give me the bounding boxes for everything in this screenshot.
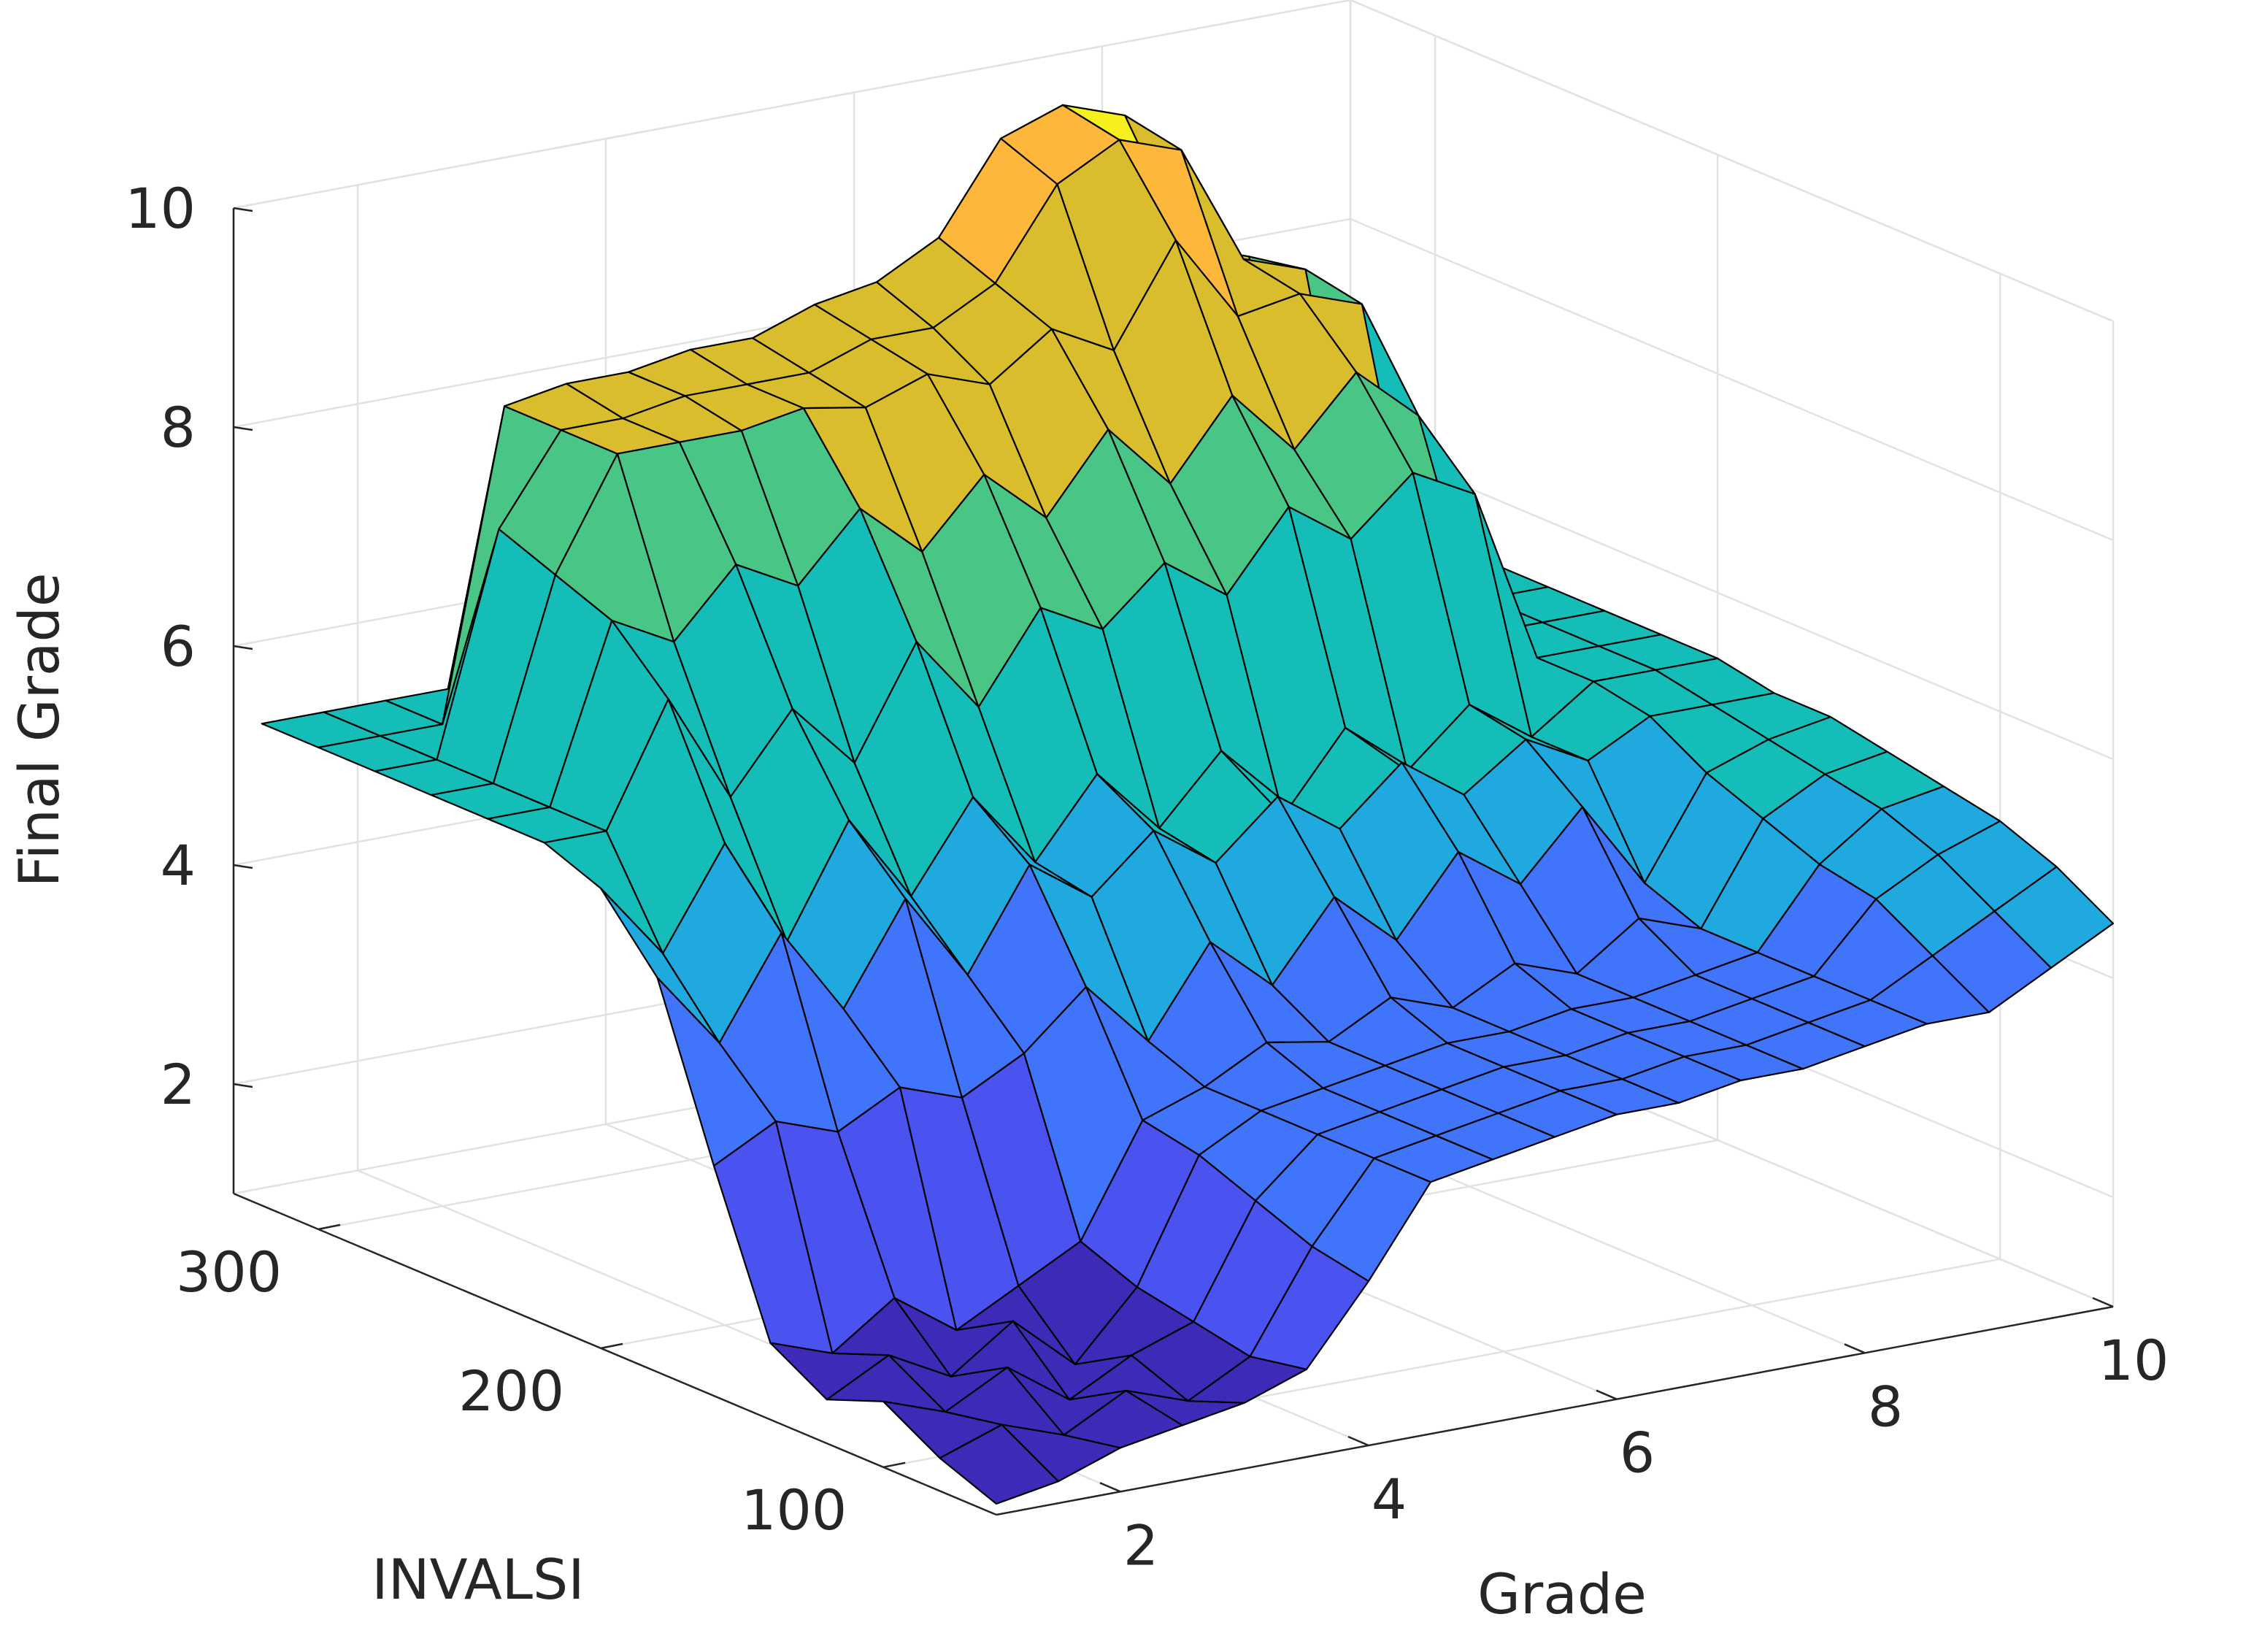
surface-layer — [261, 104, 2115, 1505]
z-tick-mark — [233, 207, 253, 212]
axes-box-edge — [1350, 0, 2114, 323]
x-tick-label: 2 — [1123, 1513, 1158, 1578]
y-tick-label: 300 — [176, 1240, 282, 1305]
z-axis-label: Final Grade — [7, 572, 72, 887]
z-tick-label: 10 — [125, 176, 196, 241]
z-tick-label: 2 — [161, 1052, 196, 1117]
axes-layer — [232, 207, 2114, 1516]
y-axis-label: INVALSI — [372, 1547, 584, 1612]
x-tick-label: 10 — [2099, 1328, 2169, 1393]
y-axis-line — [233, 1192, 997, 1516]
z-tick-mark — [233, 864, 253, 869]
y-tick-mark — [318, 1223, 341, 1231]
x-tick-label: 6 — [1620, 1421, 1655, 1486]
z-tick-label: 4 — [161, 833, 196, 898]
x-tick-label: 8 — [1868, 1374, 1903, 1439]
x-tick-label: 4 — [1372, 1467, 1407, 1532]
tick-label-layer: 2 4 6 8 10 100 200 300 2 4 6 8 10 — [125, 176, 2169, 1578]
x-tick-mark — [1596, 1389, 1618, 1400]
gridline-z-side — [1350, 437, 2114, 761]
x-axis-line — [996, 1305, 2114, 1516]
y-tick-mark — [600, 1342, 623, 1350]
x-tick-mark — [1347, 1435, 1369, 1447]
x-tick-mark — [2092, 1296, 2114, 1308]
x-tick-mark — [1844, 1343, 1866, 1354]
z-tick-mark — [233, 426, 253, 431]
gridline-z-side — [1350, 218, 2114, 542]
axes-box-edge — [233, 0, 1351, 210]
x-tick-mark — [1099, 1482, 1121, 1493]
surface-patch — [1993, 866, 2115, 969]
y-tick-mark — [882, 1461, 906, 1469]
z-tick-mark — [233, 645, 253, 650]
x-axis-label: Grade — [1477, 1561, 1647, 1626]
y-tick-label: 200 — [458, 1359, 564, 1424]
y-tick-label: 100 — [741, 1478, 847, 1542]
z-tick-label: 6 — [161, 614, 196, 679]
z-tick-label: 8 — [161, 395, 196, 460]
z-tick-mark — [233, 1083, 253, 1088]
